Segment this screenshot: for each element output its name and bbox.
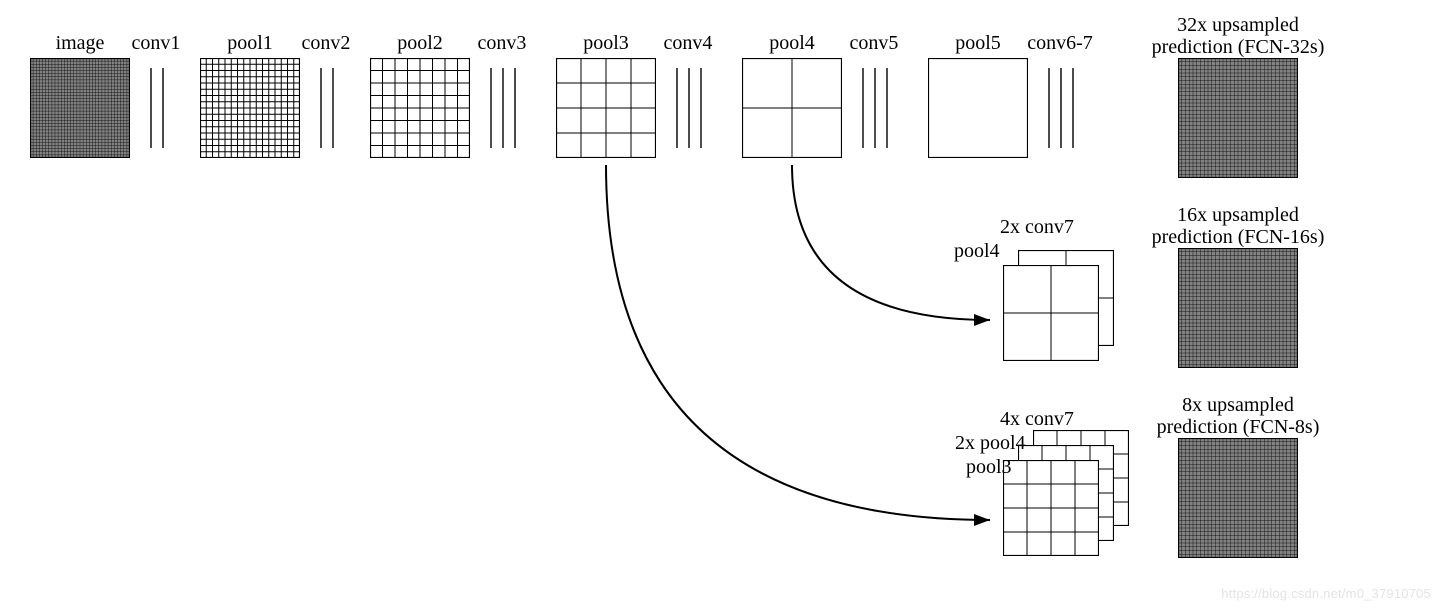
toprow-conv4 [676,68,704,148]
stack-8s-layer-0 [1003,460,1099,556]
pred-title-1-0: 32x upsampled [1098,14,1378,37]
toprow-conv5 [862,68,890,148]
toprow-conv6-7 [1048,68,1076,148]
toprow-conv2 [320,68,336,148]
toprow-image [30,58,130,158]
label-4x-conv7: 4x conv7 [1000,408,1074,431]
arrow-pool3-to-8s [606,165,990,520]
toprow-pool1 [200,58,300,158]
pred-title-1-1: 16x upsampled [1098,204,1378,227]
prediction-box-1 [1178,248,1298,368]
fcn-architecture-diagram: imageconv1pool1conv2pool2conv3pool3conv4… [0,0,1445,607]
label-2x-conv7: 2x conv7 [1000,216,1074,239]
prediction-box-0 [1178,58,1298,178]
prediction-box-2 [1178,438,1298,558]
toprow-pool4 [742,58,842,158]
stack-16s-layer-0 [1003,265,1099,361]
toprow-pool2 [370,58,470,158]
toprow-conv3 [490,68,518,148]
label-8s-pool3: pool3 [966,456,1012,479]
pred-title-2-1: prediction (FCN-16s) [1098,226,1378,249]
pred-title-2-2: prediction (FCN-8s) [1098,416,1378,439]
pred-title-1-2: 8x upsampled [1098,394,1378,417]
label-16s-pool4: pool4 [954,240,1000,263]
toprow-pool5 [928,58,1028,158]
watermark-text: https://blog.csdn.net/m0_37910705 [1221,586,1431,601]
pred-title-2-0: prediction (FCN-32s) [1098,36,1378,59]
arrow-pool4-to-16s-head [974,314,990,326]
label-2x-pool4: 2x pool4 [955,432,1026,455]
arrow-pool3-to-8s-head [974,514,990,526]
toprow-conv1 [150,68,166,148]
toprow-pool3 [556,58,656,158]
